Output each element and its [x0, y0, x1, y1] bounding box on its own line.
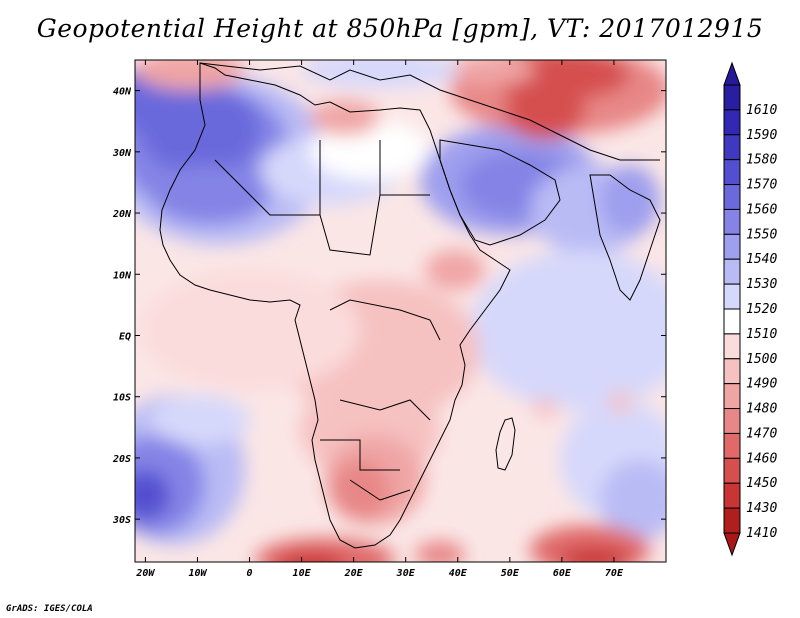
colorbar-label: 1520: [746, 302, 777, 317]
colorbar-label: 1580: [746, 153, 777, 168]
colorbar-bottom-arrow: [723, 532, 741, 557]
colorbar-swatch: [723, 383, 741, 410]
africa-coastline: [159, 62, 511, 549]
madagascar: [495, 417, 516, 471]
x-tick-label: 40E: [449, 568, 468, 579]
x-tick-label: 0: [247, 568, 253, 579]
arabia: [439, 139, 561, 246]
colorbar-swatch: [723, 482, 741, 509]
colorbar-swatch: [723, 109, 741, 136]
colorbar-swatch: [723, 134, 741, 161]
colorbar-swatch: [723, 432, 741, 459]
colorbar-label: 1500: [746, 352, 777, 367]
colorbar-swatch: [723, 159, 741, 186]
height-field: [135, 60, 666, 562]
y-tick-label: 20S: [112, 454, 131, 465]
colorbar-label: 1430: [746, 501, 777, 516]
colorbar-swatch: [723, 184, 741, 210]
colorbar-label: 1560: [746, 202, 777, 217]
y-tick-label: 30N: [112, 148, 132, 159]
y-tick-label: 20N: [112, 209, 132, 220]
y-tick-label: 10S: [113, 393, 131, 404]
colorbar-swatch: [723, 233, 741, 260]
colorbar-top-arrow: [723, 61, 741, 86]
colorbar-swatch: [723, 333, 741, 360]
colorbar-swatch: [723, 208, 741, 235]
x-tick-label: 20W: [135, 568, 155, 579]
x-tick-label: 10E: [293, 568, 312, 579]
x-tick-label: 50E: [501, 568, 520, 579]
y-tick-label: 30S: [112, 515, 131, 526]
colorbar: 1610 1590 1580 1570 1560 1550 1540 1530 1520 1510…: [723, 61, 777, 557]
colorbar-label: 1510: [746, 327, 777, 342]
colorbar-label: 1410: [746, 526, 777, 541]
colorbar-swatch: [723, 283, 741, 310]
y-tick-label: 10N: [113, 270, 132, 281]
y-tick-label: 40N: [113, 87, 132, 98]
europe: [199, 62, 660, 161]
colorbar-label: 1530: [746, 277, 777, 292]
colorbar-swatch: [723, 358, 741, 385]
colorbar-label: 1480: [746, 402, 777, 417]
axis-ticks: 20W 10W 0 10E 20E 30E 40E 50E 60E 70E 40N 30N 20N 10N…: [112, 60, 666, 579]
colorbar-swatch: [723, 457, 741, 484]
colorbar-label: 1570: [746, 178, 777, 193]
colorbar-label: 1450: [746, 476, 777, 491]
colorbar-label: 1590: [746, 128, 777, 143]
colorbar-swatch: [723, 408, 741, 434]
x-tick-label: 60E: [553, 568, 572, 579]
plot-frame: [134, 59, 667, 563]
colorbar-label: 1610: [746, 103, 777, 118]
india: [589, 174, 661, 301]
x-tick-label: 70E: [605, 568, 624, 579]
borders-north: [214, 140, 430, 256]
colorbar-swatch: [723, 507, 741, 534]
colorbar-label: 1460: [746, 451, 777, 466]
x-tick-label: 10W: [188, 568, 207, 579]
colorbar-swatch: [723, 84, 741, 111]
colorbar-label: 1540: [746, 252, 777, 267]
map-title: Geopotential Height at 850hPa [gpm], VT:…: [36, 14, 764, 43]
x-tick-label: 20E: [344, 568, 364, 579]
colorbar-swatch: [723, 308, 741, 335]
y-tick-label: EQ: [119, 331, 131, 342]
borders-south: [320, 299, 441, 501]
footer-credit: GrADS: IGES/COLA: [6, 604, 93, 614]
colorbar-swatch: [723, 258, 741, 285]
x-tick-label: 30E: [396, 568, 416, 579]
colorbar-label: 1470: [746, 426, 777, 441]
colorbar-label: 1550: [746, 227, 777, 242]
coastlines: [159, 62, 661, 549]
colorbar-label: 1490: [746, 377, 777, 392]
